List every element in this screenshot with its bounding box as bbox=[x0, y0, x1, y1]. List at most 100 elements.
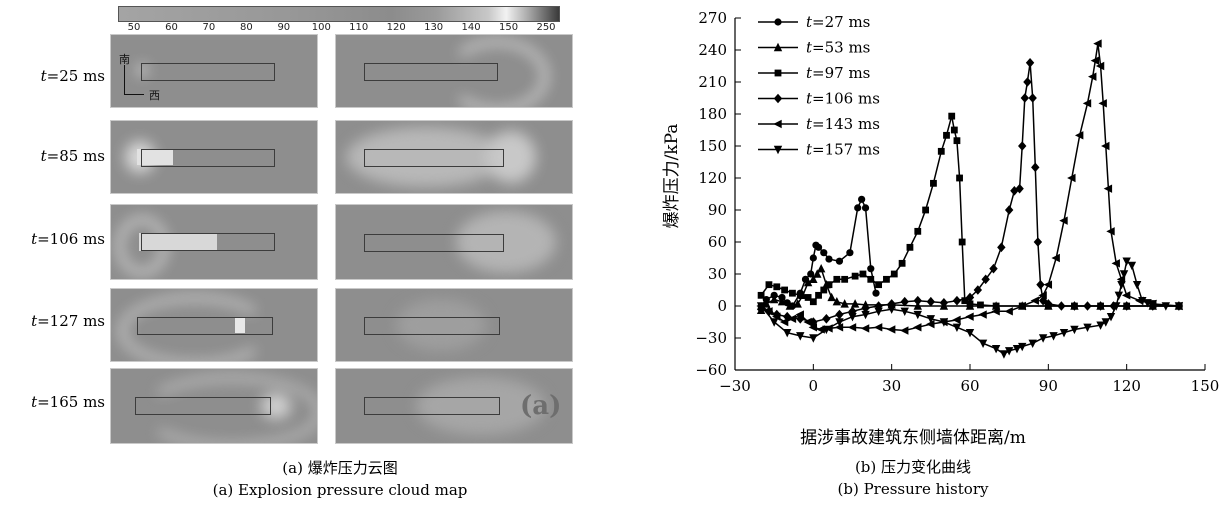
data-point bbox=[958, 238, 966, 246]
data-point bbox=[977, 301, 984, 309]
colorbar-tick: 130 bbox=[424, 22, 444, 33]
data-point bbox=[1148, 300, 1157, 309]
data-point bbox=[913, 310, 922, 320]
data-point bbox=[803, 317, 812, 327]
cloud-panel-127ms-left bbox=[110, 288, 318, 362]
data-point bbox=[1138, 296, 1147, 306]
colorbar-tick: 140 bbox=[461, 22, 481, 33]
data-point bbox=[783, 328, 792, 338]
cloud-panel-25ms-right bbox=[335, 34, 573, 108]
data-point bbox=[1012, 344, 1022, 354]
data-point bbox=[952, 315, 961, 325]
data-point bbox=[858, 195, 866, 203]
colorbar-tick: 120 bbox=[386, 22, 406, 33]
data-point bbox=[825, 255, 833, 263]
north-label: 南 bbox=[119, 53, 130, 66]
data-point bbox=[887, 305, 896, 314]
data-point bbox=[827, 292, 836, 302]
data-point bbox=[816, 263, 826, 273]
data-point bbox=[914, 227, 922, 235]
row-label-127ms: t=127 ms bbox=[31, 312, 105, 330]
colorbar-tick: 250 bbox=[536, 22, 556, 33]
data-point bbox=[1096, 301, 1105, 311]
data-point bbox=[1093, 39, 1102, 48]
y-tick-label: 30 bbox=[708, 265, 727, 283]
data-point bbox=[1038, 291, 1047, 300]
data-point bbox=[809, 274, 818, 284]
data-point bbox=[926, 296, 936, 307]
data-point bbox=[1082, 99, 1092, 108]
data-point bbox=[1122, 301, 1131, 311]
cloud-panel-165ms-right: (a) bbox=[335, 368, 573, 444]
data-point bbox=[1043, 280, 1053, 289]
data-point bbox=[1038, 334, 1048, 343]
data-point bbox=[1132, 280, 1142, 290]
data-point bbox=[898, 259, 906, 267]
y-tick-label: 0 bbox=[717, 297, 727, 315]
caption-b-en: (b) Pressure history bbox=[838, 480, 989, 498]
data-point bbox=[854, 204, 862, 212]
data-point bbox=[785, 301, 795, 310]
data-point bbox=[926, 319, 935, 329]
data-point bbox=[1010, 186, 1019, 196]
caption-b-cn: (b) 压力变化曲线 bbox=[855, 458, 971, 476]
legend-label: t=157 ms bbox=[806, 141, 880, 159]
data-point bbox=[796, 332, 805, 341]
colorbar-tick: 50 bbox=[127, 22, 141, 33]
data-point bbox=[1101, 141, 1110, 151]
data-point bbox=[1059, 216, 1068, 225]
cloud-panel-127ms-right bbox=[335, 288, 573, 362]
data-point bbox=[883, 275, 890, 283]
data-point bbox=[822, 314, 831, 324]
x-tick-label: 60 bbox=[960, 377, 979, 395]
data-point bbox=[814, 243, 823, 251]
data-point bbox=[1090, 56, 1100, 65]
data-point bbox=[820, 249, 828, 257]
data-point bbox=[815, 291, 822, 299]
data-point bbox=[764, 307, 773, 316]
y-tick-label: 60 bbox=[708, 233, 727, 251]
data-point bbox=[809, 254, 817, 262]
data-point bbox=[772, 312, 781, 321]
data-point bbox=[900, 307, 909, 317]
data-point bbox=[948, 112, 956, 120]
data-point bbox=[1023, 77, 1032, 87]
data-point bbox=[1070, 325, 1079, 335]
x-tick-label: 0 bbox=[809, 377, 819, 395]
data-point bbox=[937, 147, 945, 155]
data-point bbox=[1036, 279, 1045, 290]
data-point bbox=[1088, 72, 1097, 81]
data-point bbox=[825, 281, 833, 289]
data-point bbox=[1098, 99, 1107, 108]
data-point bbox=[1049, 332, 1058, 341]
data-point bbox=[773, 283, 781, 291]
data-point bbox=[1114, 291, 1124, 301]
legend-marker bbox=[773, 119, 782, 129]
data-point bbox=[779, 317, 789, 327]
data-point bbox=[850, 299, 860, 308]
x-tick-label: −30 bbox=[719, 377, 751, 395]
cloud-panel-106ms-right bbox=[335, 204, 573, 280]
data-point bbox=[886, 325, 896, 334]
data-point bbox=[1004, 307, 1013, 316]
data-point bbox=[1067, 173, 1076, 183]
data-point bbox=[765, 281, 773, 289]
data-point bbox=[991, 307, 1000, 316]
row-label-85ms: t=85 ms bbox=[40, 147, 105, 165]
data-point bbox=[781, 286, 789, 294]
colorbar bbox=[118, 6, 560, 22]
data-point bbox=[989, 263, 998, 274]
y-tick-label: 150 bbox=[698, 137, 727, 155]
data-point bbox=[809, 334, 818, 343]
data-point bbox=[978, 339, 988, 349]
cloud-panel-85ms-left bbox=[110, 120, 318, 194]
data-point bbox=[913, 323, 922, 332]
data-point bbox=[861, 303, 870, 313]
data-point bbox=[848, 312, 857, 322]
data-point bbox=[999, 350, 1009, 359]
y-tick-label: −30 bbox=[695, 329, 727, 347]
data-point bbox=[1083, 323, 1092, 333]
data-point bbox=[874, 307, 883, 317]
data-point bbox=[1117, 280, 1126, 290]
